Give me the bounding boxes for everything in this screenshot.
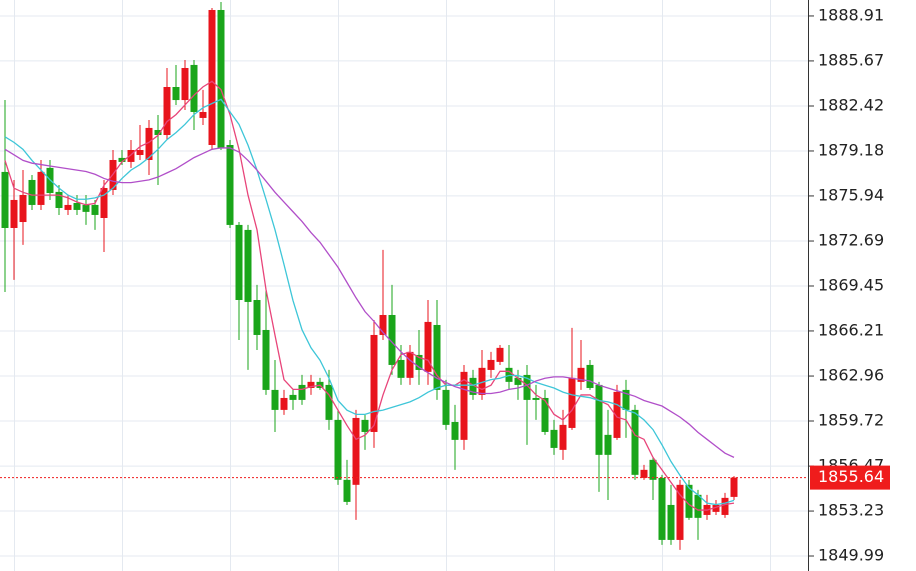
candle-body [280,397,288,410]
candle-body [55,191,63,209]
candle-body [442,389,450,425]
candle-body [541,397,549,432]
y-tick-label: 1866.21 [818,320,884,339]
candle-body [10,199,18,228]
candle-body [217,9,225,148]
candle-body [568,377,576,428]
candle-body [361,419,369,432]
candle-body [352,417,360,485]
candle-body [163,87,171,136]
candle-body [460,371,468,440]
candle-body [433,324,441,390]
candle-body [1,171,9,228]
candle-body [73,203,81,210]
candle-body [262,329,270,390]
candle-body [487,359,495,370]
y-tick-label: 1862.96 [818,366,884,385]
candle-body [658,477,666,540]
candle-body [622,389,630,410]
candle-body [577,367,585,382]
candle-body [379,314,387,335]
candle-body [451,421,459,440]
candle-body [613,391,621,438]
moving-average-line [4,147,735,458]
y-tick-label: 1853.23 [818,501,884,520]
candle-body [91,204,99,215]
candle-body [208,9,216,146]
candle-body [631,409,639,475]
y-tick-label: 1875.94 [818,185,884,204]
candle-body [82,204,90,212]
y-tick-label: 1882.42 [818,96,884,115]
last-price-label: 1855.64 [818,467,884,486]
y-tick-label: 1885.67 [818,50,884,69]
candle-body [28,179,36,205]
candle-body [154,130,162,136]
candle-body [199,111,207,118]
candle-body [712,504,720,512]
y-tick-label: 1872.69 [818,231,884,250]
candle-body [370,334,378,432]
candle-body [640,469,648,478]
plot [0,1,808,550]
moving-average-line [4,98,735,506]
candle-body [595,384,603,455]
candle-body [514,377,522,385]
candle-body [469,377,477,395]
y-tick-label: 1879.18 [818,140,884,159]
y-tick-label: 1849.99 [818,546,884,565]
candle-body [676,484,684,540]
candle-body [415,354,423,370]
y-tick-label: 1888.91 [818,5,884,24]
candle-body [685,484,693,518]
candle-body [226,145,234,225]
candle-body [181,67,189,101]
candle-body [64,204,72,210]
candle-body [127,150,135,162]
candle-body [235,224,243,301]
candle-body [721,497,729,515]
candle-body [190,64,198,112]
price-axis: 1888.91 1885.67 1882.42 1879.18 1875.94 1872.… [808,0,916,571]
candle-body [649,459,657,480]
candle-body [406,351,414,378]
candle-body [100,188,108,218]
candle-body [424,321,432,372]
candle-body [289,394,297,400]
candle-body [136,150,144,155]
candle-body [667,504,675,540]
moving-average-line [4,80,735,511]
y-tick-label: 1859.72 [818,410,884,429]
candle-body [397,359,405,378]
candle-body [343,479,351,502]
candle-body [307,381,315,388]
candle-body [37,171,45,205]
candle-body [253,300,261,335]
candle-body [586,364,594,388]
candle-body [388,314,396,365]
candle-body [118,157,126,162]
candle-body [325,384,333,420]
candle-body [271,389,279,410]
candle-body [244,229,252,302]
candle-body [523,374,531,400]
candle-body [496,347,504,362]
candle-body [730,477,738,497]
candle-body [19,194,27,223]
candle-body [298,384,306,400]
candle-body [172,87,180,101]
last-price-box [810,465,890,490]
candle-body [334,419,342,480]
candle-body [145,127,153,160]
y-tick-label: 1869.45 [818,275,884,294]
candle-body [559,424,567,450]
candle-body [550,429,558,448]
candle-body [604,434,612,455]
candle-body [532,397,540,400]
candle-body [694,494,702,518]
candle-body [478,367,486,395]
